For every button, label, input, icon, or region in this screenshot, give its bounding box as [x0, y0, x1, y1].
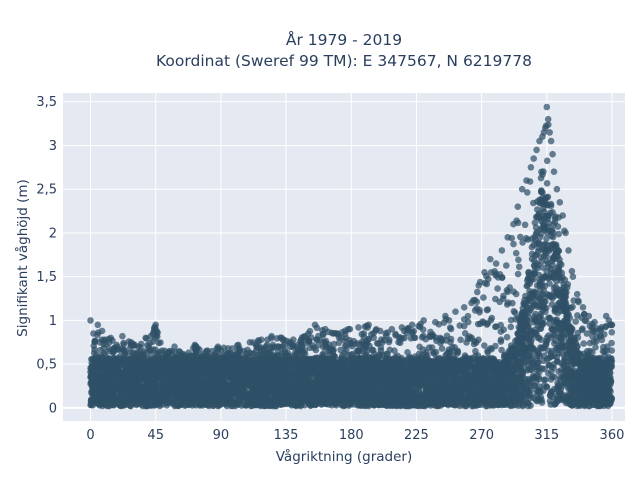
- data-point: [545, 263, 552, 271]
- data-point: [543, 257, 550, 265]
- data-point: [545, 320, 553, 327]
- data-point: [552, 283, 559, 291]
- data-point: [541, 365, 548, 373]
- data-point: [546, 397, 554, 405]
- data-point: [537, 336, 545, 344]
- data-point: [538, 188, 545, 195]
- data-point: [547, 392, 554, 399]
- data-points: [87, 103, 616, 410]
